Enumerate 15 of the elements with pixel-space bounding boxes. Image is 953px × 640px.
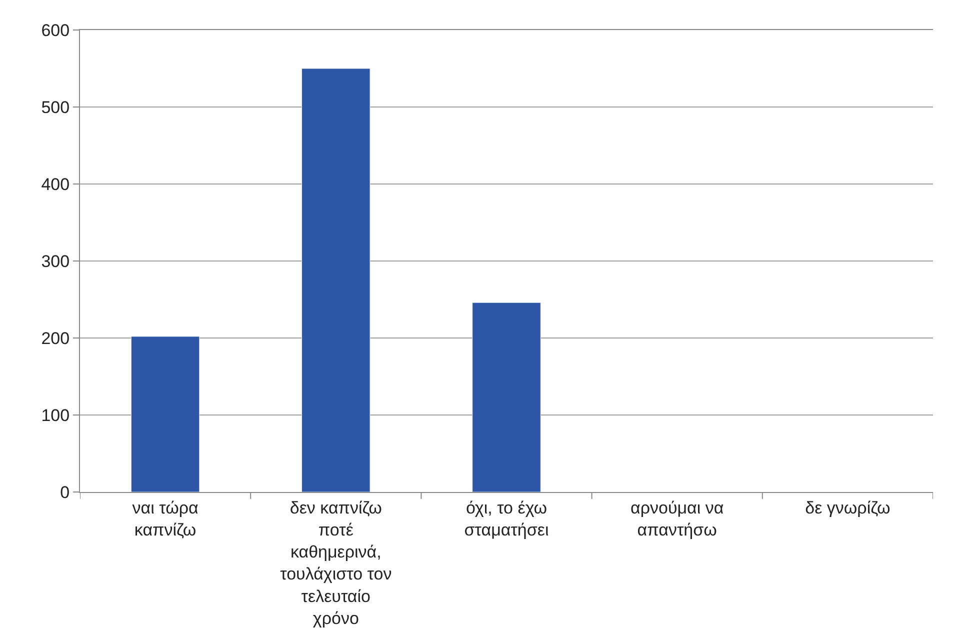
bar bbox=[472, 302, 541, 492]
x-tick-label: δε γνωρίζω bbox=[805, 498, 890, 518]
x-tick-label: ναι τώρα καπνίζω bbox=[132, 498, 199, 540]
y-tick-label: 200 bbox=[41, 328, 70, 348]
y-tick-label: 0 bbox=[60, 482, 70, 502]
y-tick-label: 400 bbox=[41, 174, 70, 194]
y-tick-label: 600 bbox=[41, 20, 70, 40]
bar bbox=[130, 336, 200, 492]
x-tick-label: αρνούμαι να απαντήσω bbox=[630, 498, 724, 540]
y-tick-label: 100 bbox=[41, 406, 70, 425]
y-tick-label: 300 bbox=[41, 252, 70, 271]
x-tick-label: όχι, το έχω σταματήσει bbox=[464, 498, 549, 540]
y-tick-label: 500 bbox=[41, 98, 70, 117]
bar bbox=[302, 68, 370, 492]
x-tick-label: δεν καπνίζω ποτέ καθημερινά, τουλάχιστο τον τελευταίο χρόνο bbox=[280, 498, 392, 628]
